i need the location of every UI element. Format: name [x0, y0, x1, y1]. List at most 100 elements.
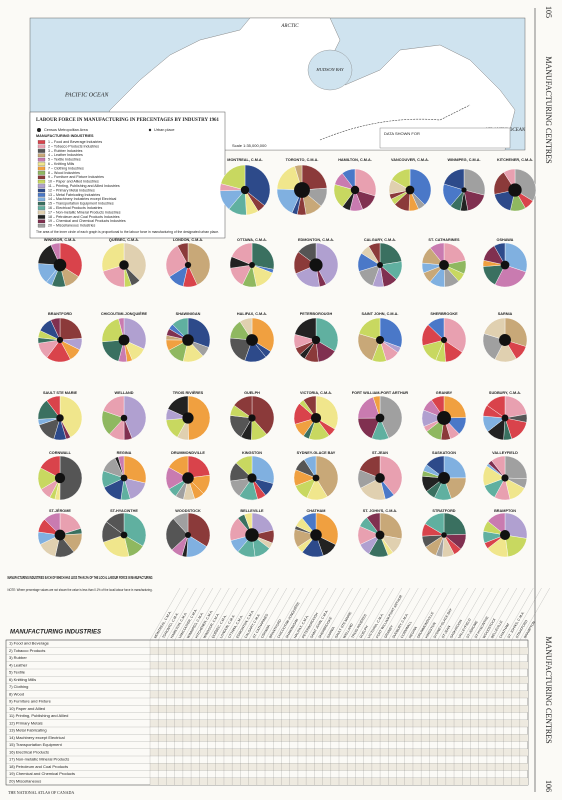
table-title: MANUFACTURING INDUSTRIES EACH OF WHICH H… — [8, 575, 153, 580]
city-name: CORNWALL — [49, 451, 72, 455]
col-head-line — [273, 587, 304, 641]
pie-slice — [44, 512, 61, 536]
pie-center — [246, 334, 258, 346]
pie-slice — [443, 168, 465, 191]
pie-center — [182, 472, 194, 484]
legend-label: 5 – Textile Industries — [48, 158, 81, 162]
pie-center — [245, 528, 259, 542]
city-name: SHAWINIGAN — [176, 312, 201, 316]
col-head-line — [363, 587, 394, 641]
city-name: SAULT STE MARIE — [43, 391, 78, 395]
footer: THE NATIONAL ATLAS OF CANADA — [8, 790, 74, 795]
legend-label: 4 – Leather Industries — [48, 153, 83, 157]
pie-center — [53, 258, 67, 272]
city-name: SASKATOON — [432, 451, 456, 455]
col-head-line — [174, 587, 205, 641]
pie-slice — [165, 518, 189, 551]
pie-slice — [315, 455, 339, 498]
col-head-line — [347, 587, 378, 641]
col-head-line — [166, 587, 197, 641]
pie-slice — [231, 242, 253, 266]
pie-center — [501, 414, 509, 422]
col-head-line — [519, 587, 550, 641]
col-head-line — [256, 587, 287, 641]
pie-slice — [187, 455, 211, 479]
legend-label: 19 – Chemical and Chemical Products Indu… — [48, 219, 126, 223]
row-label: 13) Metal Fabricating — [9, 728, 47, 733]
pie-slice — [173, 512, 189, 536]
pie-center — [120, 474, 128, 482]
pie-slice — [483, 317, 506, 341]
legend-swatch — [37, 171, 46, 175]
col-head-line — [478, 587, 509, 641]
pie-slice — [463, 168, 486, 196]
row-label: 19) Chemical and Chemical Products — [9, 771, 75, 776]
pie-slice — [220, 164, 246, 191]
pie-slice — [504, 242, 528, 273]
pie-slice — [443, 317, 467, 353]
pie-slice — [106, 512, 125, 536]
pie-slice — [118, 317, 125, 341]
col-head-line — [396, 587, 427, 641]
legend-label: 9 – Furniture and Fixture Industries — [48, 175, 104, 179]
city-name: SARNIA — [498, 312, 513, 316]
col-head-line — [412, 587, 444, 641]
map-label: HUDSON BAY — [315, 67, 344, 72]
pie-slice — [233, 395, 253, 419]
pie-center — [119, 260, 129, 270]
legend-swatch — [37, 144, 46, 149]
pie-center — [182, 334, 194, 346]
pie-slice — [251, 455, 275, 484]
legend-label: 20 – Miscellaneous Industries — [48, 224, 96, 228]
legend-swatch — [37, 166, 46, 171]
city-name: WOODSTOCK — [175, 509, 201, 513]
legend-swatch — [37, 188, 46, 193]
city-name: QUÉBEC, C.M.A. — [109, 237, 139, 242]
pie-center — [240, 185, 250, 195]
pie-center — [249, 262, 255, 268]
city-name: ST-JÉROME — [49, 508, 71, 513]
col-head-line — [149, 587, 181, 641]
city-name: SYDNEY-GLACE BAY — [297, 451, 336, 455]
pie-slice — [239, 317, 253, 341]
legend-label: 7 – Clothing Industries — [48, 166, 84, 170]
pie-center — [247, 473, 257, 483]
table-heading: MANUFACTURING INDUSTRIES — [10, 630, 101, 636]
legend-swatch — [37, 162, 46, 166]
legend-text: Census Metropolitan Area — [44, 128, 89, 132]
city-name: ST. JOHN'S, C.M.A. — [363, 509, 397, 513]
pie-slice — [301, 512, 317, 536]
legend-swatch — [37, 197, 46, 202]
pie-slice — [379, 455, 403, 496]
city-name: SUDBURY, C.M.A. — [489, 391, 521, 395]
city-name: SAINT JOHN, C.M.A. — [362, 312, 399, 316]
legend-swatch — [37, 149, 46, 153]
cma-symbol — [37, 128, 41, 132]
hudson-bay — [307, 49, 353, 91]
pie-slice — [342, 168, 356, 191]
column-header: OSHAWA — [260, 623, 271, 638]
col-head-line — [158, 587, 189, 641]
legend-text: Urban place — [154, 128, 174, 132]
pie-slice — [50, 317, 61, 341]
row-label: 15) Transportation Equipment — [9, 742, 63, 747]
col-head-line — [495, 587, 526, 641]
pie-center — [499, 334, 511, 346]
row-label: 16) Electrical Products — [9, 749, 49, 754]
legend-title: LABOUR FORCE IN MANUFACTURING IN PERCENT… — [36, 117, 219, 123]
col-head-line — [380, 587, 411, 641]
city-name: OSHAWA — [497, 238, 514, 242]
pie-center — [312, 474, 320, 482]
col-head-line — [470, 587, 501, 641]
col-head-line — [289, 587, 320, 641]
pie-center — [508, 183, 522, 197]
city-name: BELLEVILLE — [240, 509, 264, 513]
urban-corridor — [319, 104, 471, 141]
col-head-line — [338, 587, 370, 641]
city-name: KITCHENER, C.M.A. — [497, 158, 533, 162]
legend-label: 11 – Printing, Publishing and Allied Ind… — [48, 184, 120, 188]
pie-slice — [123, 395, 147, 439]
pie-slice — [493, 242, 506, 266]
pie-slice — [429, 242, 445, 266]
pie-slice — [315, 242, 339, 285]
